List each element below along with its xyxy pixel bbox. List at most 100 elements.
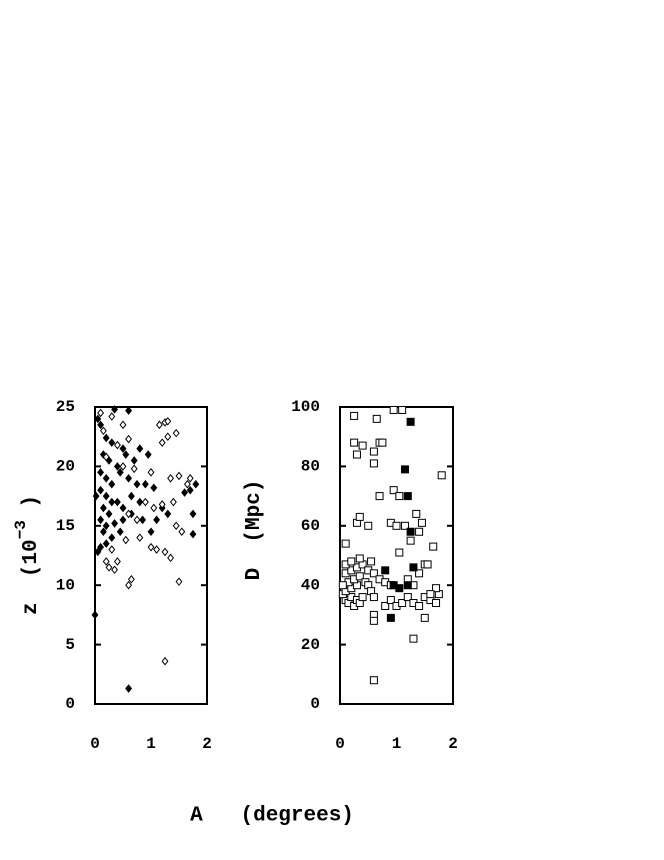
data-point: [355, 512, 364, 521]
data-point: [111, 519, 119, 528]
data-point: [378, 438, 387, 447]
data-point: [400, 521, 409, 530]
y-tick-label: 20: [301, 636, 320, 654]
data-point: [369, 569, 378, 578]
data-point: [119, 515, 127, 525]
data-point: [153, 545, 161, 554]
data-point: [105, 509, 113, 519]
data-point: [409, 563, 418, 572]
data-point: [92, 491, 100, 501]
data-point: [133, 479, 141, 489]
data-point: [102, 433, 110, 443]
y-tick-label: 100: [291, 398, 320, 416]
data-point: [164, 432, 172, 442]
data-point: [403, 492, 412, 501]
data-point: [97, 468, 105, 477]
data-point: [125, 509, 133, 519]
y-tick-label: 60: [301, 517, 320, 535]
data-point: [167, 473, 175, 483]
data-point: [125, 406, 133, 415]
data-point: [111, 405, 119, 414]
data-point: [181, 488, 189, 497]
data-point: [395, 548, 404, 557]
x-tick-label: 0: [335, 735, 345, 753]
data-point: [429, 542, 438, 551]
data-point: [97, 515, 105, 525]
data-point: [122, 450, 130, 459]
x-tick-label: 2: [202, 735, 212, 753]
data-point: [395, 492, 404, 501]
x-tick-label: 1: [392, 735, 402, 753]
data-point: [97, 408, 105, 418]
data-point: [398, 405, 407, 414]
y-tick-label: 0: [65, 695, 75, 713]
data-point: [108, 497, 116, 507]
data-point: [108, 438, 116, 447]
x-tick-label: 0: [90, 735, 100, 753]
data-point: [389, 486, 398, 495]
data-point: [136, 497, 144, 507]
data-point: [144, 450, 152, 459]
data-point: [102, 521, 110, 531]
data-point: [350, 411, 359, 420]
data-point: [91, 610, 99, 620]
data-point: [403, 593, 412, 602]
x-tick-label: 2: [448, 735, 458, 753]
data-point: [119, 462, 127, 471]
data-point: [358, 593, 367, 602]
data-point: [150, 483, 158, 493]
data-point: [172, 428, 180, 438]
y-tick-label: 15: [56, 517, 75, 535]
data-point: [355, 554, 364, 563]
data-point: [111, 565, 119, 575]
data-point: [367, 557, 376, 566]
y-tick-label: 20: [56, 458, 75, 476]
data-point: [102, 473, 110, 483]
data-point: [369, 676, 378, 685]
data-point: [97, 420, 105, 430]
data-point: [375, 492, 384, 501]
y-axis-label: z (10−3 ): [12, 495, 42, 615]
data-point: [127, 491, 135, 501]
y-tick-label: 5: [65, 636, 75, 654]
data-point: [161, 547, 169, 557]
data-point: [415, 527, 424, 536]
data-point: [116, 527, 124, 537]
data-point: [437, 471, 446, 480]
data-point: [133, 515, 141, 525]
data-point: [119, 444, 127, 453]
data-point: [398, 599, 407, 608]
data-point: [94, 547, 102, 557]
data-point: [108, 533, 116, 542]
data-point: [161, 656, 169, 666]
data-point: [352, 450, 361, 459]
y-axis-label-suffix: ): [20, 495, 43, 520]
data-point: [125, 684, 133, 693]
data-point: [426, 590, 435, 599]
data-point: [108, 545, 116, 554]
plot-frame: [94, 406, 208, 705]
data-point: [389, 405, 398, 414]
data-point: [395, 584, 404, 593]
data-point: [99, 527, 107, 537]
data-point: [175, 577, 183, 586]
data-point: [125, 580, 133, 590]
data-point: [147, 468, 155, 477]
data-point: [125, 473, 133, 483]
data-point: [392, 521, 401, 530]
data-point: [139, 515, 147, 525]
data-point: [415, 569, 424, 578]
data-point: [102, 491, 110, 501]
data-point: [417, 518, 426, 527]
data-point: [355, 572, 364, 581]
y-tick-label: 0: [310, 695, 320, 713]
data-point: [432, 599, 441, 608]
data-point: [347, 557, 356, 566]
data-point: [409, 634, 418, 643]
data-point: [122, 535, 130, 545]
data-point: [369, 616, 378, 625]
data-point: [147, 527, 155, 537]
data-point: [406, 417, 415, 426]
data-point: [158, 438, 166, 447]
